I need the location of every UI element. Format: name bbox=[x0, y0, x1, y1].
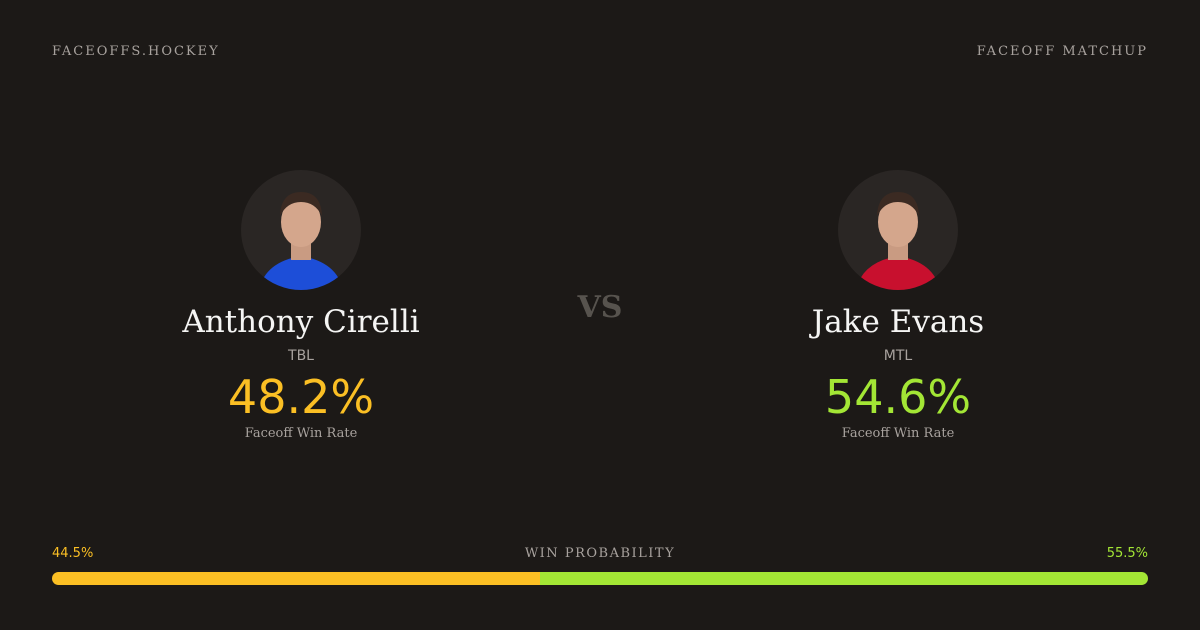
player-photo bbox=[838, 170, 958, 290]
prob-right: 55.5% bbox=[1106, 546, 1148, 561]
win-rate: 48.2% bbox=[227, 370, 375, 424]
vs-label: VS bbox=[577, 290, 623, 325]
site-name: FACEOFFS.HOCKEY bbox=[52, 44, 220, 59]
win-rate: 54.6% bbox=[824, 370, 972, 424]
player-card: Anthony Cirelli TBL 48.2% Faceoff Win Rate bbox=[101, 170, 501, 441]
player-team: MTL bbox=[883, 348, 913, 364]
player-name: Jake Evans bbox=[811, 304, 985, 340]
prob-bar bbox=[52, 572, 1148, 585]
photo-silhouette bbox=[259, 192, 343, 290]
win-rate-label: Faceoff Win Rate bbox=[841, 426, 955, 441]
player-name: Anthony Cirelli bbox=[182, 304, 420, 340]
player-team: TBL bbox=[288, 348, 314, 364]
prob-label: WIN PROBABILITY bbox=[524, 546, 676, 561]
player-photo bbox=[241, 170, 361, 290]
prob-segment bbox=[539, 572, 1148, 585]
prob-segment bbox=[52, 572, 540, 585]
prob-left: 44.5% bbox=[52, 546, 94, 561]
header-label: FACEOFF MATCHUP bbox=[976, 44, 1148, 59]
photo-silhouette bbox=[856, 192, 940, 290]
win-rate-label: Faceoff Win Rate bbox=[244, 426, 358, 441]
player-card: Jake Evans MTL 54.6% Faceoff Win Rate bbox=[698, 170, 1098, 441]
